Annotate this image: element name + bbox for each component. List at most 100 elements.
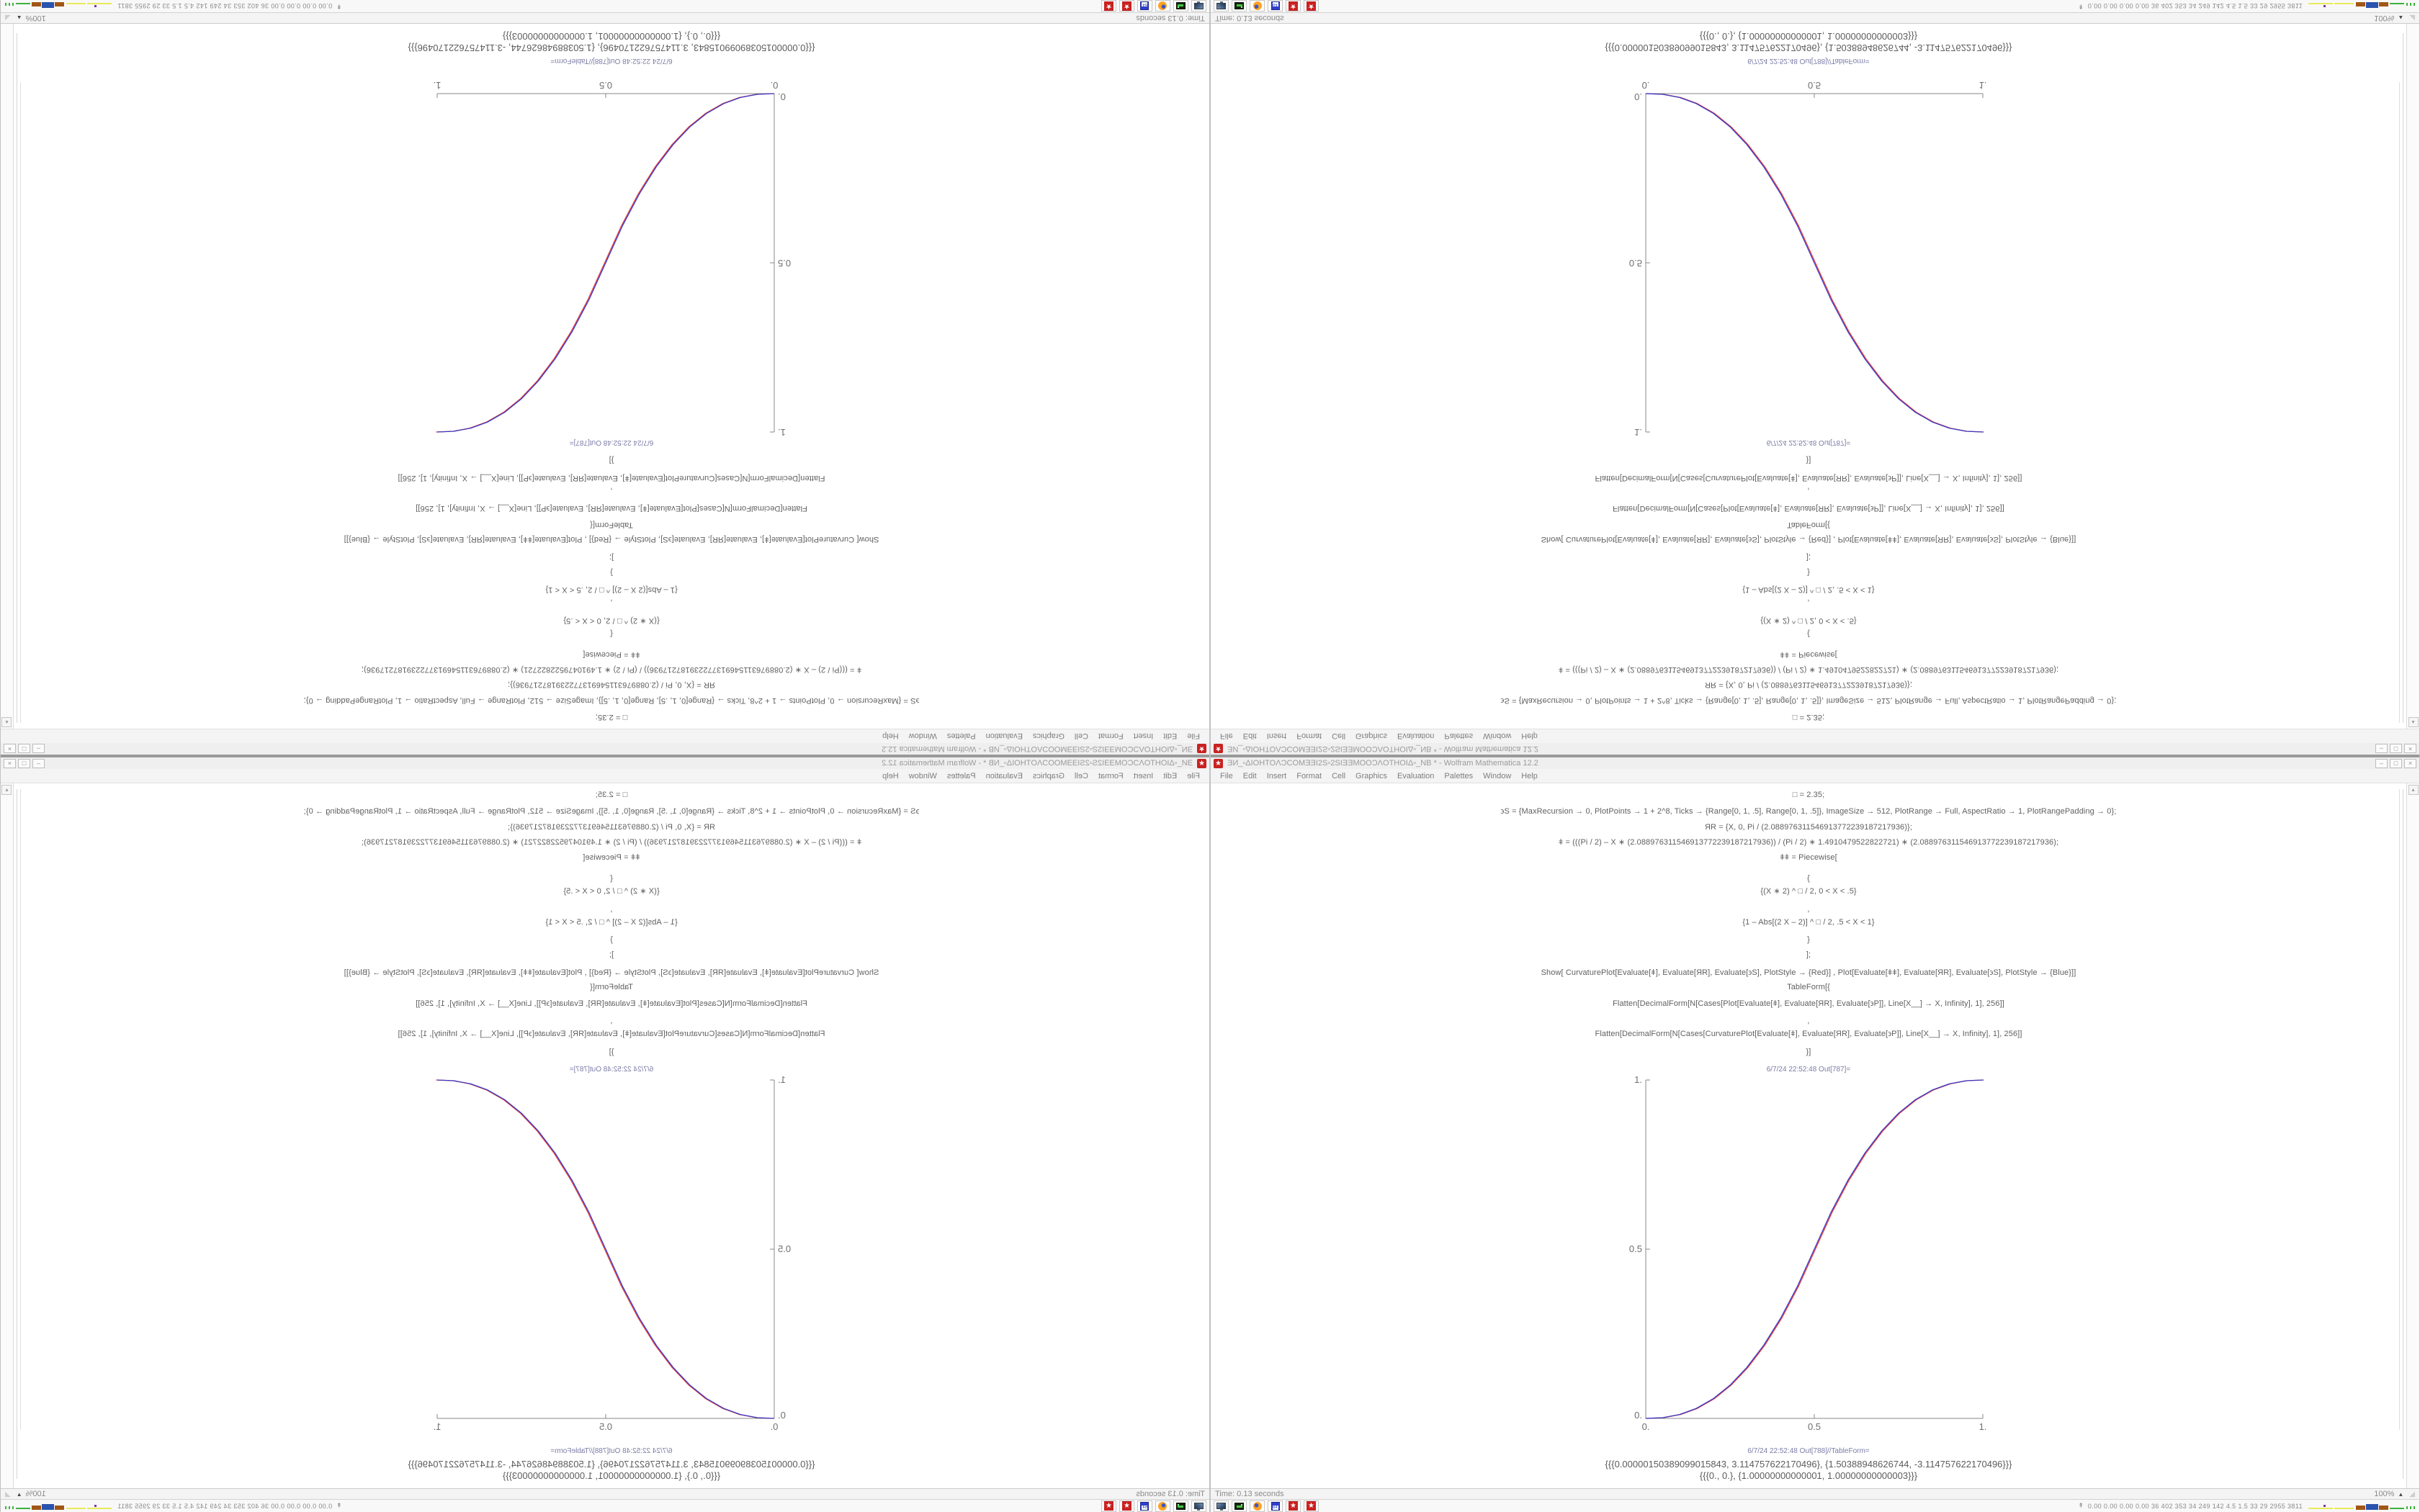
code-line[interactable]: ǂǂ = Piecewise[: [1780, 650, 1837, 659]
taskbar-button-mathematica-2[interactable]: ★: [1304, 1500, 1319, 1512]
zoom-arrow-icon[interactable]: ▲: [16, 14, 22, 22]
taskbar-button-recorder[interactable]: [1232, 1500, 1247, 1512]
code-line[interactable]: Flatten[DecimalForm[N[Cases[Plot[Evaluat…: [416, 999, 807, 1008]
code-line[interactable]: ];: [609, 950, 614, 959]
taskbar-button-recorder[interactable]: [1173, 0, 1188, 12]
menu-item-insert[interactable]: Insert: [1266, 732, 1287, 741]
close-button[interactable]: ×: [4, 758, 16, 768]
scroll-up-icon[interactable]: ▴: [2408, 717, 2419, 727]
cell-bracket[interactable]: [2399, 789, 2400, 1430]
taskbar-button-firefox[interactable]: [1250, 0, 1265, 12]
resize-grip-icon[interactable]: ◢: [2409, 1490, 2415, 1498]
taskbar-button-display[interactable]: [1191, 0, 1206, 12]
menu-item-insert[interactable]: Insert: [1133, 771, 1154, 780]
code-line[interactable]: {(X ∗ 2) ^ □ / 2, 0 < X < .5}: [1760, 616, 1857, 625]
menu-item-file[interactable]: File: [1220, 732, 1233, 741]
menu-item-cell[interactable]: Cell: [1074, 732, 1088, 741]
code-line[interactable]: ];: [1806, 553, 1811, 562]
vertical-scrollbar[interactable]: ▴: [1, 783, 14, 1488]
menu-item-palettes[interactable]: Palettes: [946, 732, 976, 741]
menu-item-palettes[interactable]: Palettes: [1444, 732, 1474, 741]
menu-item-file[interactable]: File: [1187, 732, 1200, 741]
resize-grip-icon[interactable]: ◢: [2409, 14, 2415, 22]
code-line[interactable]: □ = 2.35;: [1792, 713, 1825, 721]
menu-item-file[interactable]: File: [1220, 771, 1233, 780]
menu-item-insert[interactable]: Insert: [1266, 771, 1287, 780]
code-line[interactable]: {(X ∗ 2) ^ □ / 2, 0 < X < .5}: [563, 616, 660, 625]
close-button[interactable]: ×: [2404, 744, 2416, 754]
resize-grip-icon[interactable]: ◢: [5, 1490, 11, 1498]
cell-bracket[interactable]: [20, 82, 21, 723]
code-line[interactable]: }: [1807, 568, 1810, 577]
code-line[interactable]: TableForm[{: [1787, 521, 1830, 529]
notebook-area[interactable]: □ = 2.35; ϶S = {MaxRecursion → 0, PlotPo…: [1, 783, 1209, 1488]
code-line[interactable]: ǂǂ = Piecewise[: [583, 650, 640, 659]
maximize-button[interactable]: □: [18, 744, 30, 754]
maximize-button[interactable]: □: [2390, 744, 2402, 754]
menu-item-format[interactable]: Format: [1098, 771, 1124, 780]
code-line[interactable]: Show[ CurvaturePlot[Evaluate[ǂ], Evaluat…: [344, 968, 879, 977]
code-line[interactable]: {(X ∗ 2) ^ □ / 2, 0 < X < .5}: [1760, 887, 1857, 896]
close-button[interactable]: ×: [4, 744, 16, 754]
code-line[interactable]: ,: [1807, 905, 1810, 914]
code-line[interactable]: ЯR = {X, 0, Pi / (2.08897631154691377223…: [1705, 680, 1912, 689]
code-line[interactable]: ǂǂ = Piecewise[: [583, 853, 640, 862]
menu-item-edit[interactable]: Edit: [1242, 771, 1257, 780]
resize-grip-icon[interactable]: ◢: [5, 14, 11, 22]
taskbar-button-display[interactable]: [1191, 1500, 1206, 1512]
code-line[interactable]: }: [1807, 935, 1810, 944]
zoom-arrow-icon[interactable]: ▲: [16, 1490, 22, 1498]
taskbar-button-floppy[interactable]: 64: [1268, 1500, 1283, 1512]
code-line[interactable]: }]: [1806, 456, 1811, 464]
menu-item-file[interactable]: File: [1187, 771, 1200, 780]
taskbar-button-recorder[interactable]: [1232, 0, 1247, 12]
code-line[interactable]: }: [610, 935, 613, 944]
menu-item-format[interactable]: Format: [1098, 732, 1124, 741]
menu-item-cell[interactable]: Cell: [1332, 732, 1346, 741]
code-line[interactable]: ,: [610, 905, 613, 914]
code-line[interactable]: Flatten[DecimalForm[N[Cases[Plot[Evaluat…: [1613, 504, 2004, 513]
code-line[interactable]: ϶S = {MaxRecursion → 0, PlotPoints → 1 +…: [1500, 696, 2117, 705]
code-line[interactable]: Flatten[DecimalForm[N[Cases[CurvaturePlo…: [1595, 474, 2022, 482]
code-line[interactable]: ǂ = (((Pi / 2) – X ∗ (2.0889763115469137…: [361, 665, 862, 674]
taskbar-button-display[interactable]: [1214, 1500, 1229, 1512]
code-line[interactable]: ,: [1807, 1017, 1810, 1025]
menu-item-help[interactable]: Help: [1521, 771, 1538, 780]
taskbar-button-floppy[interactable]: 64: [1137, 0, 1152, 12]
zoom-level[interactable]: 100%: [2374, 1490, 2395, 1498]
window-titlebar[interactable]: ★ ƎИ_▫ΔIOHTOΛƆCOMƎƎI2S▫2SIƎƎMOOƆΛOTHOIΔ▫…: [1211, 756, 2419, 769]
code-line[interactable]: {1 – Abs[(2 X – 2)] ^ □ / 2, .5 < X < 1}: [545, 918, 678, 927]
code-line[interactable]: {: [1807, 874, 1810, 883]
notebook-area[interactable]: □ = 2.35; ϶S = {MaxRecursion → 0, PlotPo…: [1211, 24, 2419, 729]
code-line[interactable]: ǂǂ = Piecewise[: [1780, 853, 1837, 862]
menu-item-window[interactable]: Window: [1483, 771, 1512, 780]
zoom-arrow-icon[interactable]: ▲: [2398, 1490, 2404, 1498]
code-line[interactable]: Flatten[DecimalForm[N[Cases[CurvaturePlo…: [398, 1030, 825, 1038]
menu-item-cell[interactable]: Cell: [1332, 771, 1346, 780]
code-line[interactable]: □ = 2.35;: [595, 791, 628, 799]
menu-item-help[interactable]: Help: [1521, 732, 1538, 741]
code-line[interactable]: {1 – Abs[(2 X – 2)] ^ □ / 2, .5 < X < 1}: [1742, 918, 1875, 927]
code-line[interactable]: Flatten[DecimalForm[N[Cases[CurvaturePlo…: [1595, 1030, 2022, 1038]
code-line[interactable]: ϶S = {MaxRecursion → 0, PlotPoints → 1 +…: [303, 807, 920, 816]
code-line[interactable]: □ = 2.35;: [1792, 791, 1825, 799]
code-line[interactable]: ,: [610, 1017, 613, 1025]
minimize-button[interactable]: –: [32, 758, 45, 768]
zoom-level[interactable]: 100%: [25, 14, 46, 22]
menu-item-graphics[interactable]: Graphics: [1032, 771, 1065, 780]
code-line[interactable]: {1 – Abs[(2 X – 2)] ^ □ / 2, .5 < X < 1}: [545, 585, 678, 594]
code-line[interactable]: ǂ = (((Pi / 2) – X ∗ (2.0889763115469137…: [361, 838, 862, 847]
taskbar-button-firefox[interactable]: [1155, 1500, 1170, 1512]
scroll-up-icon[interactable]: ▴: [1, 717, 12, 727]
code-line[interactable]: ϶S = {MaxRecursion → 0, PlotPoints → 1 +…: [1500, 807, 2117, 816]
code-line[interactable]: {: [1807, 629, 1810, 638]
menu-item-format[interactable]: Format: [1296, 732, 1322, 741]
menu-item-evaluation[interactable]: Evaluation: [985, 732, 1023, 741]
menu-item-graphics[interactable]: Graphics: [1032, 732, 1065, 741]
code-line[interactable]: ǂ = (((Pi / 2) – X ∗ (2.0889763115469137…: [1558, 665, 2059, 674]
menu-item-cell[interactable]: Cell: [1074, 771, 1088, 780]
scroll-up-icon[interactable]: ▴: [2408, 785, 2419, 795]
menu-item-help[interactable]: Help: [882, 732, 899, 741]
code-line[interactable]: Flatten[DecimalForm[N[Cases[Plot[Evaluat…: [416, 504, 807, 513]
taskbar-button-mathematica-1[interactable]: ★: [1119, 0, 1134, 12]
